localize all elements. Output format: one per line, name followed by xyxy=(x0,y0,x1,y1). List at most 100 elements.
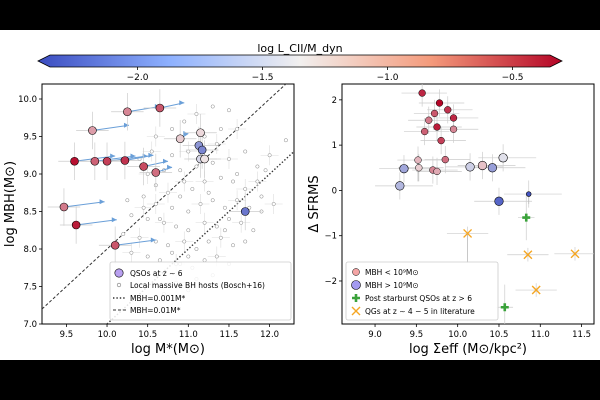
local-host-point xyxy=(166,243,170,248)
right-y-tick-label: −2 xyxy=(324,277,337,287)
local-host-point xyxy=(206,190,211,195)
colorbar-label: log L_CII/M_dyn xyxy=(257,42,342,55)
high-mass-point xyxy=(526,191,532,197)
local-host-point xyxy=(186,254,191,259)
qso-point xyxy=(88,126,97,135)
right-x-tick-label: 11.0 xyxy=(531,330,550,340)
low-mass-point xyxy=(425,116,433,124)
right-x-tick-label: 10.5 xyxy=(490,330,509,340)
colorbar-tick-label: −2.0 xyxy=(127,73,149,83)
qso-point xyxy=(197,145,207,155)
high-mass-point xyxy=(487,163,497,173)
right-x-axis-label: log Σeff (M⊙/kpc²) xyxy=(409,342,527,357)
local-host-point xyxy=(182,239,187,244)
local-host-point xyxy=(267,153,272,158)
local-host-point xyxy=(157,258,162,263)
colorbar-tick-label: −0.5 xyxy=(502,73,524,83)
left-x-axis-label: log M*(M⊙) xyxy=(131,342,205,357)
left-y-axis-label: log MBH(M⊙) xyxy=(3,161,18,247)
left-x-tick-label: 10.5 xyxy=(138,330,157,340)
local-host-point xyxy=(166,190,170,195)
qso-arrowhead xyxy=(163,158,168,164)
qso-point xyxy=(123,107,132,117)
local-host-point xyxy=(227,217,231,221)
local-host-point xyxy=(137,235,142,240)
local-host-point xyxy=(202,134,207,139)
qso-arrowhead xyxy=(99,199,105,205)
local-host-point xyxy=(222,205,227,210)
low-mass-point xyxy=(437,136,445,145)
left-x-tick-label: 9.5 xyxy=(60,330,74,340)
local-host-point xyxy=(153,239,158,244)
left-x-tick-label: 10.0 xyxy=(98,330,117,340)
colorbar-scale xyxy=(37,54,563,68)
left-legend-box xyxy=(109,261,292,321)
right-x-tick-label: 11.5 xyxy=(572,330,591,340)
local-host-point xyxy=(129,250,134,255)
local-host-point xyxy=(227,108,231,113)
qso-point xyxy=(240,207,250,216)
qso-arrow xyxy=(94,155,136,162)
local-host-point xyxy=(218,235,223,240)
local-host-point xyxy=(178,168,183,173)
legend-low-mass-marker xyxy=(352,268,360,276)
local-host-point xyxy=(194,247,199,251)
right-y-tick-label: 1 xyxy=(332,141,337,151)
local-host-point xyxy=(170,127,175,131)
local-host-point xyxy=(235,127,240,131)
right-y-tick-label: 2 xyxy=(332,96,337,106)
local-host-point xyxy=(194,164,199,169)
local-host-point xyxy=(170,250,175,255)
left-y-tick-label: 8.5 xyxy=(23,208,37,218)
post-starburst-point xyxy=(500,303,509,312)
local-host-point xyxy=(210,104,215,109)
qso-point xyxy=(151,168,161,177)
low-mass-point xyxy=(414,156,422,164)
qg-point xyxy=(463,228,473,238)
legend-qso-marker xyxy=(114,268,124,278)
left-x-tick-label: 11.5 xyxy=(219,330,238,340)
legend-high-mass-marker xyxy=(351,280,361,290)
local-host-point xyxy=(263,168,268,173)
colorbar: log L_CII/M_dyn −2.0 −1.5 −1.0 −0.5 xyxy=(37,42,563,83)
local-host-point xyxy=(174,224,179,229)
legend-qg-label: QGs at z ∼ 4 − 5 in literature xyxy=(365,307,475,316)
local-host-point xyxy=(182,119,187,124)
left-y-tick-label: 7.5 xyxy=(23,283,37,293)
local-host-point xyxy=(214,254,219,259)
local-host-point xyxy=(161,220,166,225)
local-host-point xyxy=(231,243,235,248)
local-host-point xyxy=(283,138,288,143)
local-host-point xyxy=(243,149,248,154)
local-host-point xyxy=(218,127,223,131)
local-host-point xyxy=(214,142,219,146)
low-mass-point xyxy=(415,164,423,172)
low-mass-point xyxy=(420,127,429,136)
legend-qso-label: QSOs at z ∼ 6 xyxy=(130,269,183,278)
qso-arrow xyxy=(92,124,130,131)
local-host-point xyxy=(186,228,191,233)
qso-arrowhead xyxy=(148,152,154,158)
high-mass-point xyxy=(494,196,504,206)
local-host-point xyxy=(170,153,175,158)
local-host-point xyxy=(149,149,154,154)
local-host-point xyxy=(145,217,150,221)
qg-point xyxy=(531,285,541,295)
local-host-point xyxy=(210,160,215,165)
qso-arrow xyxy=(63,201,105,208)
legend-local-marker xyxy=(116,282,122,288)
local-host-point xyxy=(259,194,264,199)
legend-post-starburst-marker xyxy=(352,294,360,302)
qso-point xyxy=(71,220,81,230)
qso-arrow xyxy=(76,219,117,226)
local-host-point xyxy=(227,157,231,161)
qso-point xyxy=(196,128,205,138)
local-host-point xyxy=(186,209,191,214)
local-host-point xyxy=(247,205,252,210)
qso-point xyxy=(139,162,148,171)
local-host-point xyxy=(153,202,158,206)
low-mass-point xyxy=(449,125,458,133)
qso-point xyxy=(175,134,185,144)
local-host-point xyxy=(218,175,223,180)
legend-dotted-label: MBH=0.001M* xyxy=(130,294,185,303)
